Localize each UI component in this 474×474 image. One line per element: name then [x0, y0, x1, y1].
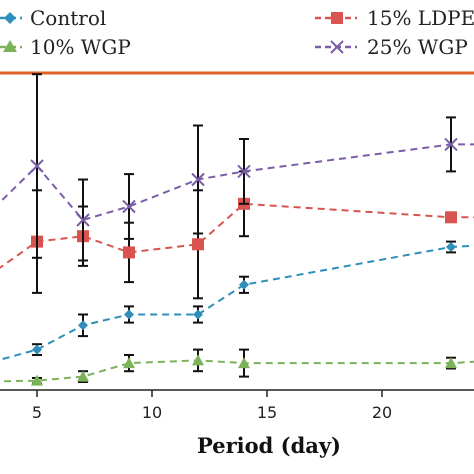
series-0	[0, 240, 474, 361]
data-point	[446, 242, 456, 252]
series-line	[0, 202, 474, 269]
data-point	[32, 344, 42, 355]
legend-label-10-wgp: 10% WGP	[30, 35, 131, 59]
legend-label-25-wgp: 25% WGP	[367, 35, 468, 59]
plot-area	[0, 73, 474, 386]
x-axis-ticks: 5 10 15 20	[32, 390, 392, 422]
legend-item-10-wgp: 10% WGP	[0, 35, 131, 59]
series-3	[0, 73, 474, 262]
legend-item-15-ldpe: 15% LDPE	[315, 6, 474, 30]
legend: Control 10% WGP 15% LDPE 25% WGP	[0, 6, 474, 59]
data-point	[123, 357, 135, 369]
series-1	[0, 348, 474, 386]
data-point	[445, 211, 457, 224]
series-2	[0, 170, 474, 300]
data-point	[237, 164, 251, 179]
data-point	[30, 159, 44, 173]
x-tick-label: 5	[32, 403, 42, 422]
data-point	[444, 137, 458, 152]
series-line	[0, 244, 474, 361]
legend-label-control: Control	[30, 6, 106, 30]
data-point	[191, 172, 205, 187]
series-line	[0, 143, 474, 222]
data-point	[123, 246, 135, 259]
data-point	[77, 370, 89, 382]
data-point	[193, 309, 203, 320]
series-line	[0, 359, 474, 383]
data-point	[239, 279, 249, 290]
data-point	[192, 354, 204, 366]
data-point	[122, 199, 136, 214]
x-tick-label: 10	[142, 403, 162, 422]
x-axis-title: Period (day)	[197, 433, 341, 458]
data-point	[445, 357, 457, 369]
x-tick-label: 15	[257, 403, 277, 422]
data-point	[192, 238, 204, 251]
legend-item-control: Control	[0, 6, 106, 30]
data-point	[78, 320, 88, 331]
data-point	[76, 213, 90, 227]
data-point	[124, 309, 134, 320]
x-tick-label: 20	[372, 403, 392, 422]
data-point	[31, 374, 43, 386]
legend-item-25-wgp: 25% WGP	[315, 35, 468, 59]
legend-label-15-ldpe: 15% LDPE	[367, 6, 474, 30]
data-point	[238, 357, 250, 369]
